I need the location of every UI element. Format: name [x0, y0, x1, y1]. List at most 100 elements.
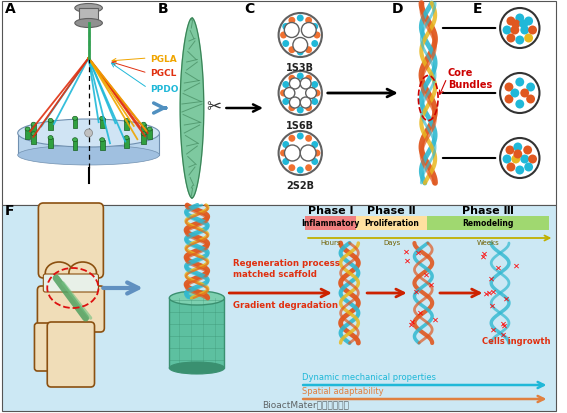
Circle shape: [311, 99, 318, 106]
Bar: [357, 216, 428, 230]
Circle shape: [280, 33, 287, 39]
Text: ✕: ✕: [431, 315, 439, 324]
Bar: [147, 130, 152, 140]
Bar: [100, 119, 105, 129]
Circle shape: [506, 163, 515, 172]
Text: ✕: ✕: [495, 263, 502, 272]
Polygon shape: [180, 19, 204, 199]
Ellipse shape: [73, 117, 78, 121]
Text: ✂: ✂: [206, 98, 221, 116]
Circle shape: [289, 98, 301, 109]
Circle shape: [311, 24, 318, 31]
Circle shape: [301, 146, 316, 161]
Text: A: A: [5, 2, 16, 16]
FancyBboxPatch shape: [43, 274, 99, 292]
Circle shape: [502, 26, 511, 36]
Bar: [124, 121, 129, 131]
Text: Weeks: Weeks: [477, 240, 500, 245]
Circle shape: [528, 155, 537, 164]
Circle shape: [282, 82, 289, 89]
Circle shape: [305, 47, 312, 54]
Circle shape: [305, 76, 312, 83]
Circle shape: [519, 21, 528, 29]
Bar: [31, 135, 36, 145]
Text: Cells ingrowth: Cells ingrowth: [483, 337, 551, 346]
FancyBboxPatch shape: [35, 323, 54, 371]
Circle shape: [523, 146, 532, 155]
Circle shape: [297, 74, 304, 80]
Circle shape: [521, 26, 529, 36]
Circle shape: [506, 34, 515, 43]
Text: ✕: ✕: [501, 318, 507, 328]
Circle shape: [280, 150, 287, 157]
Circle shape: [521, 155, 529, 164]
Circle shape: [506, 146, 514, 155]
Text: Proliferation: Proliferation: [365, 219, 419, 228]
Text: F: F: [5, 204, 14, 218]
Circle shape: [500, 9, 539, 49]
Text: ✕: ✕: [488, 274, 495, 283]
Circle shape: [282, 142, 289, 149]
Text: Core
Bundles: Core Bundles: [448, 68, 492, 90]
Text: ✕: ✕: [404, 256, 411, 265]
Ellipse shape: [31, 123, 36, 127]
Text: Phase Ⅰ: Phase Ⅰ: [308, 206, 353, 216]
Circle shape: [521, 89, 529, 98]
Text: PGCL: PGCL: [150, 69, 176, 78]
Text: ✕: ✕: [480, 252, 487, 261]
Ellipse shape: [75, 5, 103, 14]
Ellipse shape: [124, 136, 129, 140]
Circle shape: [515, 36, 524, 45]
Circle shape: [505, 83, 513, 92]
Circle shape: [297, 15, 304, 22]
Ellipse shape: [48, 136, 53, 140]
Circle shape: [301, 98, 311, 109]
Bar: [124, 138, 129, 148]
Circle shape: [305, 135, 312, 142]
Circle shape: [282, 159, 289, 166]
Ellipse shape: [147, 128, 152, 132]
Circle shape: [505, 95, 513, 104]
Circle shape: [311, 41, 318, 48]
FancyBboxPatch shape: [39, 204, 103, 278]
Text: Phase Ⅲ: Phase Ⅲ: [462, 206, 514, 216]
Text: Regeneration process
matched scaffold: Regeneration process matched scaffold: [233, 259, 340, 278]
Text: ✕: ✕: [513, 261, 520, 270]
Ellipse shape: [48, 119, 53, 123]
Circle shape: [515, 78, 524, 87]
Text: ✕: ✕: [424, 270, 430, 279]
Circle shape: [280, 90, 287, 97]
Circle shape: [297, 133, 304, 140]
Circle shape: [289, 79, 301, 90]
Circle shape: [289, 76, 295, 83]
Ellipse shape: [69, 262, 96, 284]
Text: B: B: [158, 2, 168, 16]
Circle shape: [526, 83, 535, 92]
Circle shape: [506, 17, 515, 26]
Circle shape: [524, 163, 533, 172]
Circle shape: [305, 18, 312, 25]
Circle shape: [293, 38, 308, 53]
Circle shape: [306, 88, 316, 99]
Circle shape: [314, 33, 320, 39]
Text: 1S6B: 1S6B: [286, 121, 314, 131]
Text: Spatial adaptability: Spatial adaptability: [302, 386, 384, 395]
Circle shape: [515, 14, 524, 24]
Circle shape: [511, 21, 521, 29]
Bar: [31, 125, 36, 135]
Circle shape: [502, 155, 511, 164]
Circle shape: [284, 24, 299, 38]
Bar: [170, 298, 225, 368]
Circle shape: [500, 139, 539, 178]
Circle shape: [301, 79, 311, 90]
Text: Dynamic mechanical properties: Dynamic mechanical properties: [302, 372, 436, 381]
Circle shape: [289, 18, 295, 25]
Bar: [305, 216, 357, 230]
Bar: [79, 9, 99, 24]
Circle shape: [297, 107, 304, 114]
Bar: [48, 121, 53, 131]
Text: ✕: ✕: [500, 330, 507, 339]
Circle shape: [84, 130, 92, 138]
Text: ✕: ✕: [416, 248, 422, 257]
Text: ✕: ✕: [417, 308, 424, 316]
